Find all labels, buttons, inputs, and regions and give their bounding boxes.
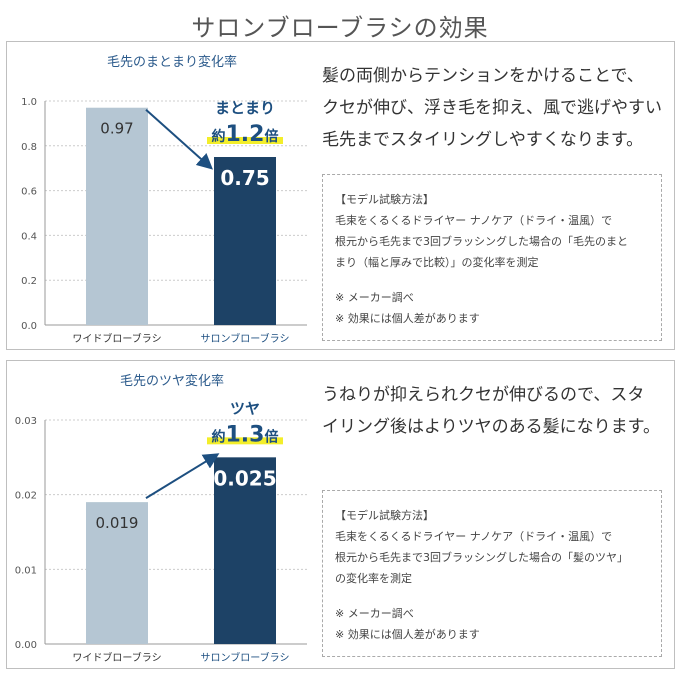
method-line: まり（幅と厚みで比較）」の変化率を測定 bbox=[335, 256, 539, 269]
description-line: イリング後はよりツヤのある髪になります。 bbox=[322, 417, 660, 437]
y-tick-label: 0.03 bbox=[15, 416, 37, 427]
annotation-label: ツヤ bbox=[230, 399, 260, 417]
y-tick-label: 0.6 bbox=[21, 187, 37, 198]
y-tick-label: 0.02 bbox=[15, 491, 37, 502]
annotation-ratio: 約1.3倍 bbox=[212, 422, 279, 447]
annotation-ratio: 約1.2倍 bbox=[212, 122, 279, 147]
ratio-prefix: 約 bbox=[212, 128, 226, 145]
matomari-bar-chart: 毛先のまとまり変化率 0.0 0.2 0.4 0.6 0.8 1.0 0.97 ワイドブローブラ… bbox=[21, 54, 307, 345]
description-line: クセが伸び、浮き毛を抑え、風で逃げやすい bbox=[322, 98, 662, 118]
ratio-suffix: 倍 bbox=[264, 428, 278, 445]
bar-value-label: 0.97 bbox=[100, 120, 133, 138]
bar bbox=[86, 502, 148, 644]
ratio-arrow bbox=[145, 108, 213, 170]
method-line: 毛束をくるくるドライヤー ナノケア（ドライ・温風）で bbox=[335, 530, 613, 543]
tsuya-bar-chart: 毛先のツヤ変化率 0.00 0.01 0.02 0.03 0.019 ワイドブローブラシ 0.… bbox=[15, 373, 307, 664]
test-method-box: 【モデル試験方法】 毛束をくるくるドライヤー ナノケア（ドライ・温風）で 根元か… bbox=[322, 174, 662, 341]
category-label: ワイドブローブラシ bbox=[72, 651, 161, 664]
ratio-suffix: 倍 bbox=[264, 128, 278, 145]
y-tick-label: 0.01 bbox=[15, 565, 37, 576]
ratio-value: 1.2 bbox=[226, 122, 265, 147]
method-line: 根元から毛先まで3回ブラッシングした場合の「毛先のまと bbox=[335, 235, 628, 248]
method-line: 根元から毛先まで3回ブラッシングした場合の「髪のツヤ」 bbox=[335, 551, 628, 564]
bar bbox=[214, 157, 276, 325]
bar bbox=[86, 107, 148, 325]
chart-title: 毛先のツヤ変化率 bbox=[120, 373, 224, 389]
tsuya-panel: 毛先のツヤ変化率 0.00 0.01 0.02 0.03 0.019 ワイドブローブラシ 0.… bbox=[6, 360, 675, 669]
test-method-box: 【モデル試験方法】 毛束をくるくるドライヤー ナノケア（ドライ・温風）で 根元か… bbox=[322, 490, 662, 657]
bar-value-label: 0.75 bbox=[220, 166, 269, 190]
description-line: 髪の両側からテンションをかけることで、 bbox=[322, 66, 644, 86]
y-tick-label: 0.2 bbox=[21, 276, 37, 287]
bar bbox=[214, 457, 276, 644]
category-label: サロンブローブラシ bbox=[201, 332, 290, 345]
method-note: ※ メーカー調べ bbox=[335, 291, 414, 304]
description-line: 毛先までスタイリングしやすくなります。 bbox=[322, 130, 644, 150]
method-heading: 【モデル試験方法】 bbox=[335, 193, 434, 206]
method-line: の変化率を測定 bbox=[335, 572, 412, 585]
page-title: サロンブローブラシの効果 bbox=[191, 14, 489, 42]
y-tick-label: 0.0 bbox=[21, 321, 37, 332]
annotation-label: まとまり bbox=[215, 99, 275, 117]
bar-value-label: 0.019 bbox=[96, 514, 139, 532]
chart-title: 毛先のまとまり変化率 bbox=[107, 54, 237, 70]
highlight-marker bbox=[207, 137, 283, 144]
method-note: ※ 効果には個人差があります bbox=[335, 628, 480, 641]
matomari-panel: 毛先のまとまり変化率 0.0 0.2 0.4 0.6 0.8 1.0 0.97 ワイドブローブラ… bbox=[6, 41, 675, 350]
tsuya-description: うねりが抑えられクセが伸びるので、スタ イリング後はよりツヤのある髪になります。 bbox=[322, 379, 662, 443]
method-note: ※ 効果には個人差があります bbox=[335, 312, 480, 325]
y-tick-label: 0.8 bbox=[21, 142, 37, 153]
ratio-prefix: 約 bbox=[212, 428, 226, 445]
bar-value-label: 0.025 bbox=[213, 466, 276, 490]
y-tick-label: 0.00 bbox=[15, 640, 37, 651]
y-tick-label: 0.4 bbox=[21, 231, 37, 242]
matomari-description: 髪の両側からテンションをかけることで、 クセが伸び、浮き毛を抑え、風で逃げやすい… bbox=[322, 60, 662, 156]
category-label: サロンブローブラシ bbox=[201, 651, 290, 664]
description-line: うねりが抑えられクセが伸びるので、スタ bbox=[322, 385, 645, 405]
y-tick-label: 1.0 bbox=[21, 97, 37, 108]
method-note: ※ メーカー調べ bbox=[335, 607, 414, 620]
ratio-arrow bbox=[145, 453, 220, 499]
highlight-marker bbox=[207, 437, 283, 445]
method-line: 毛束をくるくるドライヤー ナノケア（ドライ・温風）で bbox=[335, 214, 613, 227]
ratio-value: 1.3 bbox=[226, 422, 265, 447]
method-heading: 【モデル試験方法】 bbox=[335, 509, 434, 522]
category-label: ワイドブローブラシ bbox=[72, 332, 161, 345]
